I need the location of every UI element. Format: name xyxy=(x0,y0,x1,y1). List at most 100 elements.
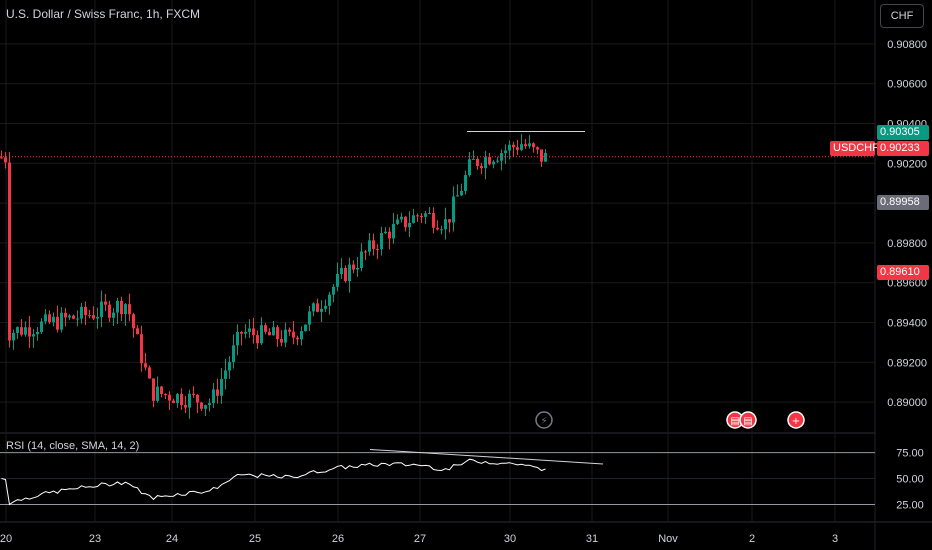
rsi-indicator-label[interactable]: RSI (14, close, SMA, 14, 2) xyxy=(6,440,140,452)
candle-body xyxy=(136,328,139,335)
candle-body xyxy=(120,300,123,315)
candle-body xyxy=(156,386,159,401)
rsi-trendline[interactable] xyxy=(369,448,604,465)
candle-body xyxy=(256,335,259,344)
candle-body xyxy=(452,196,455,223)
candle-body xyxy=(128,304,131,315)
candle-body xyxy=(216,389,219,396)
time-tick-label: 31 xyxy=(586,533,598,545)
candle-body xyxy=(468,159,471,176)
us-flag-icon[interactable] xyxy=(739,411,757,429)
candle-body xyxy=(296,337,299,340)
candle-body xyxy=(4,157,7,163)
candle-body xyxy=(244,331,247,334)
candle-body xyxy=(76,318,79,320)
candle-body xyxy=(336,273,339,287)
candle-body xyxy=(492,161,495,165)
chart-title: U.S. Dollar / Swiss Franc, 1h, FXCM xyxy=(6,7,201,21)
alert-level-label: 0.89610 xyxy=(877,265,929,280)
price-tick-label: 0.89600 xyxy=(887,278,927,290)
candle-body xyxy=(40,321,43,332)
candle-body xyxy=(344,267,347,282)
candle-body xyxy=(360,251,363,268)
candle-body xyxy=(404,216,407,228)
candle-body xyxy=(64,312,67,318)
time-tick-label: 26 xyxy=(332,533,344,545)
candle-body xyxy=(324,305,327,309)
candle-body xyxy=(376,248,379,250)
candle-body xyxy=(212,389,215,404)
candle-body xyxy=(484,157,487,169)
candle-body xyxy=(272,327,275,336)
time-tick-label: 27 xyxy=(414,533,426,545)
candle-body xyxy=(228,362,231,371)
candle-body xyxy=(12,332,15,341)
marked-level-label: 0.89958 xyxy=(877,195,929,210)
time-tick-label: 20 xyxy=(0,533,12,545)
candle-body xyxy=(160,386,163,394)
us-flag-icon-glyph: ▤ xyxy=(730,416,739,427)
us-flag-icon-glyph: ▤ xyxy=(743,416,752,427)
candle-body xyxy=(208,403,211,406)
candle-body xyxy=(348,264,351,282)
price-tick-label: 0.90800 xyxy=(887,39,927,51)
candle-body xyxy=(416,215,419,217)
candle-body xyxy=(224,370,227,379)
price-tick-label: 0.89000 xyxy=(887,397,927,409)
candle-body xyxy=(304,324,307,332)
candle-body xyxy=(424,213,427,217)
lightning-icon[interactable] xyxy=(535,411,553,429)
candle-body xyxy=(328,294,331,306)
candle-body xyxy=(420,216,423,218)
candle-body xyxy=(520,144,523,150)
price-tick-label: 0.90600 xyxy=(887,79,927,91)
candle-body xyxy=(496,160,499,162)
price-tick-label: 0.89200 xyxy=(887,357,927,369)
candle-body xyxy=(8,162,11,341)
candle-body xyxy=(236,332,239,346)
candle-body xyxy=(200,402,203,409)
candle-body xyxy=(164,393,167,395)
ask-price-label: 0.90305 xyxy=(877,125,929,140)
candle-body xyxy=(20,327,23,335)
candle-body xyxy=(312,303,315,312)
candle-body xyxy=(196,394,199,403)
candle-body xyxy=(444,219,447,230)
candle-body xyxy=(372,240,375,249)
candle-body xyxy=(364,251,367,253)
candle-body xyxy=(448,219,451,223)
lightning-icon-glyph: ⚡ xyxy=(540,416,547,427)
candle-body xyxy=(56,316,59,330)
candle-body xyxy=(180,394,183,405)
candle-body xyxy=(392,223,395,239)
candle-body xyxy=(544,152,547,162)
price-tick-label: 0.89400 xyxy=(887,318,927,330)
candle-body xyxy=(172,400,175,404)
candle-body xyxy=(292,331,295,338)
currency-button[interactable]: CHF xyxy=(880,4,924,28)
candle-body xyxy=(288,329,291,332)
candle-body xyxy=(412,215,415,223)
candle-body xyxy=(332,286,335,295)
candle-body xyxy=(400,216,403,220)
candle-body xyxy=(36,331,39,335)
candle-body xyxy=(88,315,91,317)
candle-body xyxy=(264,325,267,332)
candle-body xyxy=(80,306,83,319)
price-tick-label: 0.89800 xyxy=(887,238,927,250)
swiss-flag-icon[interactable] xyxy=(787,411,805,429)
candle-body xyxy=(284,329,287,343)
candle-body xyxy=(308,311,311,325)
rsi-line xyxy=(1,458,546,506)
candle-body xyxy=(388,231,391,239)
time-tick-label: 24 xyxy=(166,533,178,545)
candle-body xyxy=(524,144,527,147)
candle-body xyxy=(108,304,111,318)
candle-body xyxy=(532,143,535,148)
candle-body xyxy=(516,147,519,150)
candle-body xyxy=(28,327,31,337)
candle-body xyxy=(316,303,319,312)
candle-body xyxy=(428,213,431,215)
candle-body xyxy=(356,267,359,270)
